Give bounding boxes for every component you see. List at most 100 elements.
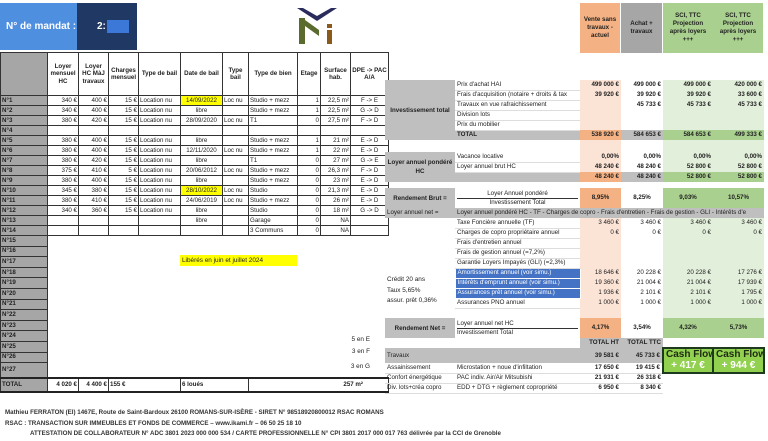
lot-etage[interactable]: 0 (297, 115, 321, 126)
lot-bien[interactable]: T1 (248, 115, 298, 126)
lot-type-bail[interactable]: Location nu (138, 95, 181, 106)
lot-type[interactable] (222, 175, 249, 186)
lot-surface[interactable]: 22,5 m² (320, 105, 351, 116)
lot-dpe[interactable] (350, 125, 389, 136)
lot-bien[interactable]: Garage (248, 215, 298, 226)
lot-etage[interactable]: 0 (297, 185, 321, 196)
lot-etage[interactable]: 0 (297, 195, 321, 206)
lot-loyer-maj[interactable] (78, 215, 109, 226)
lot-date[interactable]: libre (180, 155, 223, 166)
lot-type-bail[interactable]: Location nu (138, 195, 181, 206)
lot-type[interactable]: Loc nu (222, 195, 249, 206)
lot-bien[interactable]: Studio (248, 205, 298, 216)
lot-surface[interactable]: 27,5 m² (320, 115, 351, 126)
lot-bien[interactable]: 3 Communs (248, 225, 298, 236)
lot-bien[interactable] (248, 125, 298, 136)
lot-type-bail[interactable]: Location nu (138, 135, 181, 146)
lot-etage[interactable]: 1 (297, 95, 321, 106)
lot-loyer-maj[interactable]: 360 € (78, 205, 109, 216)
lot-type-bail[interactable]: Location nu (138, 175, 181, 186)
lot-type[interactable]: Loc nu (222, 145, 249, 156)
lot-loyer[interactable]: 380 € (47, 115, 79, 126)
lot-type[interactable] (222, 135, 249, 146)
lot-etage[interactable]: 0 (297, 205, 321, 216)
lot-dpe[interactable]: G -> D (350, 205, 389, 216)
lot-date[interactable]: 24/06/2019 (180, 195, 223, 206)
lot-charges[interactable] (108, 125, 139, 136)
lot-type[interactable] (222, 215, 249, 226)
lot-dpe[interactable]: G -> E (350, 155, 389, 166)
lot-charges[interactable] (108, 215, 139, 226)
lot-etage[interactable] (297, 125, 321, 136)
lot-loyer[interactable]: 380 € (47, 175, 79, 186)
lot-loyer[interactable]: 375 € (47, 165, 79, 176)
lot-type-bail[interactable]: Location nu (138, 165, 181, 176)
lot-dpe[interactable]: F -> E (350, 95, 389, 106)
lot-loyer[interactable] (47, 225, 79, 236)
lot-etage[interactable]: 1 (297, 135, 321, 146)
lot-date[interactable]: libre (180, 205, 223, 216)
lot-type[interactable]: Loc nu (222, 115, 249, 126)
lot-loyer[interactable]: 380 € (47, 195, 79, 206)
lot-charges[interactable]: 15 € (108, 135, 139, 146)
lot-date[interactable]: 28/09/2020 (180, 115, 223, 126)
lot-dpe[interactable]: E -> D (350, 185, 389, 196)
lot-dpe[interactable]: E -> D (350, 135, 389, 146)
lot-bien[interactable]: Studio + mezz (248, 135, 298, 146)
lot-surface[interactable]: 22,5 m² (320, 95, 351, 106)
lot-loyer[interactable]: 345 € (47, 185, 79, 196)
lot-type-bail[interactable]: Location nu (138, 205, 181, 216)
lot-surface[interactable]: 26 m² (320, 195, 351, 206)
lot-surface[interactable]: NA (320, 225, 351, 236)
lot-surface[interactable]: NA (320, 215, 351, 226)
lot-type-bail[interactable] (138, 215, 181, 226)
lot-type-bail[interactable] (138, 225, 181, 236)
lot-surface[interactable]: 26,3 m² (320, 165, 351, 176)
lot-loyer-maj[interactable]: 380 € (78, 185, 109, 196)
lot-type[interactable] (222, 125, 249, 136)
lot-charges[interactable] (108, 225, 139, 236)
lot-charges[interactable]: 15 € (108, 185, 139, 196)
lot-type-bail[interactable]: Location nu (138, 185, 181, 196)
lot-loyer-maj[interactable] (78, 225, 109, 236)
lot-loyer-maj[interactable]: 400 € (78, 135, 109, 146)
lot-bien[interactable]: T1 (248, 155, 298, 166)
lot-dpe[interactable]: F -> D (350, 115, 389, 126)
lot-etage[interactable]: 0 (297, 225, 321, 236)
lot-dpe[interactable]: E -> D (350, 145, 389, 156)
lot-etage[interactable]: 0 (297, 215, 321, 226)
lot-date[interactable]: 20/06/2012 (180, 165, 223, 176)
lot-type[interactable] (222, 225, 249, 236)
lot-loyer[interactable]: 380 € (47, 135, 79, 146)
lot-etage[interactable]: 0 (297, 155, 321, 166)
lot-type-bail[interactable]: Location nu (138, 145, 181, 156)
lot-loyer-maj[interactable]: 420 € (78, 155, 109, 166)
lot-loyer[interactable]: 380 € (47, 155, 79, 166)
lot-charges[interactable]: 15 € (108, 155, 139, 166)
lot-bien[interactable]: Studio + mezz (248, 145, 298, 156)
lot-dpe[interactable]: E -> D (350, 195, 389, 206)
lot-bien[interactable]: Studio + mezz (248, 175, 298, 186)
lot-etage[interactable]: 1 (297, 105, 321, 116)
lot-type[interactable]: Loc nu (222, 165, 249, 176)
lot-charges[interactable]: 15 € (108, 95, 139, 106)
lot-surface[interactable]: 21,3 m² (320, 185, 351, 196)
lot-date[interactable]: libre (180, 215, 223, 226)
lot-loyer[interactable]: 340 € (47, 95, 79, 106)
lot-charges[interactable]: 5 € (108, 165, 139, 176)
lot-loyer-maj[interactable] (78, 125, 109, 136)
lot-loyer-maj[interactable]: 410 € (78, 165, 109, 176)
lot-date[interactable]: 14/09/2022 (180, 95, 223, 106)
lot-loyer-maj[interactable]: 400 € (78, 145, 109, 156)
lot-etage[interactable]: 0 (297, 165, 321, 176)
lot-charges[interactable]: 15 € (108, 195, 139, 206)
lot-surface[interactable]: 18 m² (320, 205, 351, 216)
lot-bien[interactable]: Studio + mezz (248, 105, 298, 116)
lot-date[interactable]: 28/10/2022 (180, 185, 223, 196)
lot-bien[interactable]: Studio + mezz (248, 165, 298, 176)
lot-bien[interactable]: Studio (248, 185, 298, 196)
lot-type-bail[interactable] (138, 125, 181, 136)
lot-type[interactable] (222, 105, 249, 116)
lot-charges[interactable]: 15 € (108, 205, 139, 216)
lot-surface[interactable] (320, 125, 351, 136)
